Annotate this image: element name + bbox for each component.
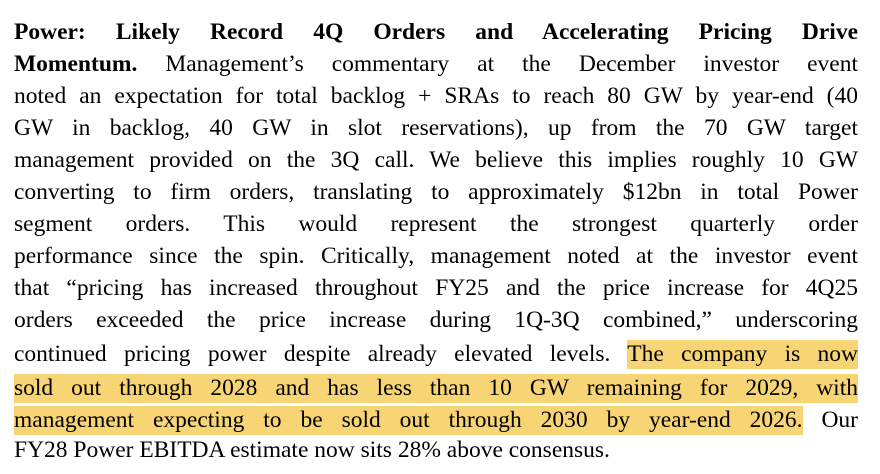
text-line-11-plain: continued pricing power despite already … (14, 341, 628, 367)
text-line-7: segment orders. This would represent the… (14, 211, 858, 237)
paragraph-heading-part-1: Power: Likely Record 4Q Orders and Accel… (14, 19, 858, 45)
text-line-11: continued pricing power despite already … (14, 338, 859, 370)
text-line-14: FY28 Power EBITDA estimate now sits 28% … (14, 437, 610, 463)
text-line-2: Momentum. Management’s commentary at the… (14, 48, 858, 80)
paragraph-heading-part-2: Momentum. (14, 51, 138, 77)
highlighted-text-1: The company is now (627, 340, 859, 369)
text-line-6: converting to firm orders, translating t… (14, 179, 858, 205)
heading-line-1: Power: Likely Record 4Q Orders and Accel… (14, 16, 858, 48)
text-line-10: orders exceeded the price increase durin… (14, 307, 858, 333)
text-line-9: that “pricing has increased throughout F… (14, 275, 858, 301)
text-line-13: management expecting to be sold out thro… (14, 404, 858, 436)
highlighted-text-2: sold out through 2028 and has less than … (14, 374, 858, 403)
text-line-4: GW in backlog, 40 GW in slot reservation… (14, 115, 858, 141)
text-line-12: sold out through 2028 and has less than … (14, 372, 858, 404)
text-line-13-plain: Our (802, 407, 859, 433)
text-line-2-rest: Management’s commentary at the December … (137, 51, 858, 77)
text-line-3: noted an expectation for total backlog +… (14, 83, 858, 109)
highlighted-text-3: management expecting to be sold out thro… (14, 406, 803, 435)
text-line-8: performance since the spin. Critically, … (14, 243, 858, 269)
text-line-5: management provided on the 3Q call. We b… (14, 147, 858, 173)
